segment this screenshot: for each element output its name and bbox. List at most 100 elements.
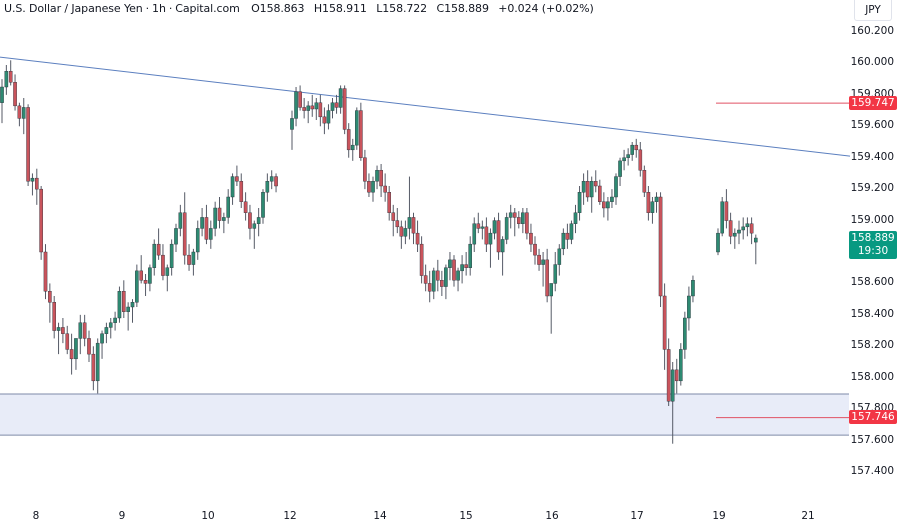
- candle[interactable]: [30, 177, 35, 182]
- candle[interactable]: [104, 327, 109, 334]
- candle[interactable]: [208, 228, 213, 240]
- candle[interactable]: [248, 212, 252, 229]
- candle[interactable]: [379, 170, 383, 187]
- candle[interactable]: [330, 102, 335, 111]
- candle[interactable]: [533, 243, 537, 256]
- candle[interactable]: [444, 267, 448, 287]
- candle[interactable]: [52, 302, 56, 331]
- candle[interactable]: [642, 170, 647, 193]
- candle[interactable]: [0, 86, 4, 103]
- candle[interactable]: [165, 267, 170, 276]
- candle[interactable]: [407, 217, 412, 229]
- candle[interactable]: [415, 232, 420, 245]
- candle[interactable]: [243, 201, 248, 213]
- candle[interactable]: [512, 212, 517, 218]
- candle[interactable]: [650, 201, 655, 213]
- candle[interactable]: [152, 243, 157, 268]
- candle[interactable]: [508, 212, 513, 218]
- candle[interactable]: [638, 149, 643, 171]
- candle[interactable]: [230, 176, 235, 198]
- candle[interactable]: [74, 338, 78, 360]
- candle[interactable]: [654, 196, 659, 202]
- candle[interactable]: [529, 232, 533, 245]
- candle[interactable]: [200, 217, 204, 229]
- candle[interactable]: [395, 220, 400, 228]
- candle[interactable]: [537, 254, 541, 265]
- candle[interactable]: [269, 176, 274, 182]
- candle[interactable]: [602, 201, 606, 209]
- candle[interactable]: [126, 306, 130, 312]
- candle[interactable]: [691, 280, 695, 297]
- candle[interactable]: [464, 264, 468, 268]
- trendline[interactable]: [0, 56, 851, 157]
- candle[interactable]: [213, 207, 217, 229]
- candle[interactable]: [737, 229, 741, 234]
- candle[interactable]: [573, 212, 578, 224]
- candle[interactable]: [371, 181, 375, 193]
- candle[interactable]: [679, 349, 683, 382]
- candle[interactable]: [436, 270, 440, 281]
- candle[interactable]: [21, 107, 26, 119]
- candle[interactable]: [683, 317, 687, 350]
- candle[interactable]: [476, 223, 481, 229]
- candle[interactable]: [460, 264, 464, 272]
- candle[interactable]: [488, 232, 493, 245]
- candle[interactable]: [549, 283, 553, 297]
- candle[interactable]: [666, 349, 671, 402]
- candle[interactable]: [314, 102, 319, 110]
- candle[interactable]: [618, 160, 622, 177]
- candle[interactable]: [448, 259, 452, 268]
- candle[interactable]: [56, 327, 61, 331]
- candle[interactable]: [359, 110, 363, 158]
- candle[interactable]: [35, 177, 39, 190]
- candle[interactable]: [622, 157, 626, 162]
- candle[interactable]: [143, 280, 148, 284]
- candle[interactable]: [350, 144, 355, 151]
- candle[interactable]: [626, 154, 630, 158]
- symbol-name[interactable]: U.S. Dollar / Japanese Yen: [4, 2, 143, 15]
- candle[interactable]: [687, 295, 691, 319]
- candle[interactable]: [178, 212, 183, 229]
- candle[interactable]: [355, 110, 359, 146]
- candle[interactable]: [17, 105, 22, 119]
- candle[interactable]: [662, 295, 667, 350]
- candle[interactable]: [48, 291, 52, 303]
- candle[interactable]: [135, 270, 139, 303]
- candle[interactable]: [326, 110, 331, 124]
- candle[interactable]: [252, 223, 257, 229]
- candle[interactable]: [728, 220, 733, 237]
- candle[interactable]: [43, 251, 48, 292]
- candle[interactable]: [322, 116, 327, 124]
- candle[interactable]: [161, 254, 165, 276]
- candle[interactable]: [4, 71, 9, 88]
- candle[interactable]: [541, 259, 545, 265]
- interval[interactable]: 1h: [152, 2, 166, 15]
- candle[interactable]: [431, 270, 436, 292]
- candle[interactable]: [130, 302, 135, 308]
- candle[interactable]: [367, 181, 371, 193]
- candle[interactable]: [500, 239, 505, 253]
- support-zone[interactable]: [0, 394, 849, 436]
- candle[interactable]: [561, 232, 566, 250]
- candle[interactable]: [39, 188, 43, 253]
- candle[interactable]: [375, 170, 379, 182]
- candle[interactable]: [674, 369, 679, 382]
- candle[interactable]: [720, 201, 724, 234]
- candle[interactable]: [387, 192, 392, 213]
- candle[interactable]: [606, 201, 610, 209]
- candle[interactable]: [419, 243, 424, 276]
- candle[interactable]: [411, 217, 416, 234]
- candle[interactable]: [69, 349, 74, 360]
- candle[interactable]: [113, 317, 117, 323]
- candle[interactable]: [363, 157, 367, 182]
- candle[interactable]: [306, 105, 311, 111]
- candle[interactable]: [87, 338, 91, 355]
- candle[interactable]: [256, 217, 261, 224]
- candle[interactable]: [265, 181, 270, 193]
- candle[interactable]: [468, 243, 473, 268]
- candle[interactable]: [342, 88, 347, 130]
- candle[interactable]: [585, 181, 590, 198]
- candle[interactable]: [754, 237, 758, 243]
- candle[interactable]: [391, 212, 396, 221]
- candle[interactable]: [100, 333, 104, 344]
